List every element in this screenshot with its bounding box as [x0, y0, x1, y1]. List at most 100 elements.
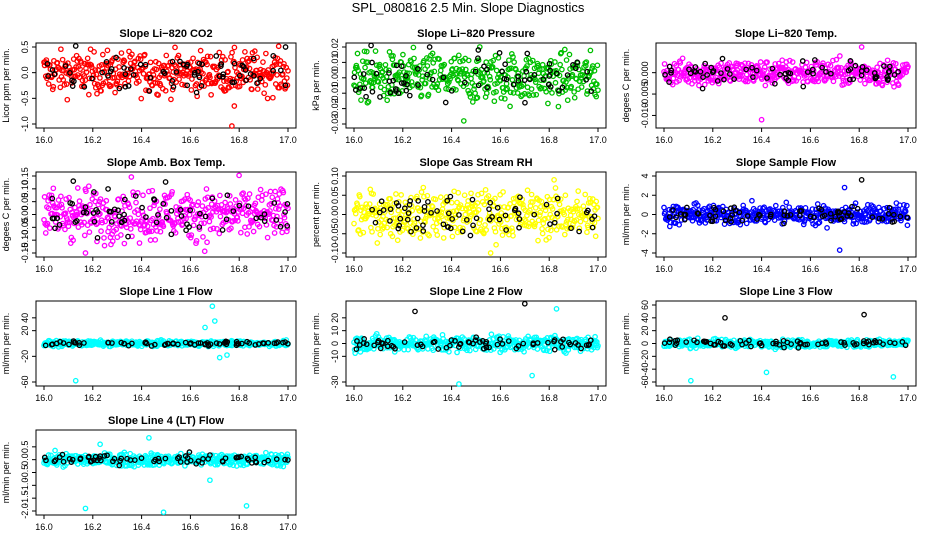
data-point	[451, 55, 458, 62]
data-point	[125, 78, 132, 84]
data-point	[99, 51, 106, 58]
data-point-black	[403, 87, 410, 94]
data-point	[575, 188, 582, 194]
data-point	[837, 53, 843, 59]
data-point	[143, 87, 149, 94]
x-tick-label: 16.0	[35, 264, 53, 274]
data-point	[76, 198, 83, 204]
data-point-black	[236, 72, 243, 79]
data-point	[99, 219, 106, 226]
data-point-black	[393, 88, 399, 94]
data-point	[745, 60, 752, 67]
data-point-black	[377, 94, 383, 100]
x-tick-label: 16.2	[84, 393, 102, 403]
scatter-points	[41, 303, 291, 384]
data-point-black	[386, 70, 392, 76]
data-point-black	[71, 78, 77, 85]
y-tick-label: -20	[640, 350, 650, 363]
outlier-point	[209, 303, 216, 310]
x-tick-label: 16.2	[84, 522, 102, 532]
data-point	[434, 81, 441, 87]
data-point	[87, 46, 94, 53]
data-point	[500, 189, 506, 195]
data-point-black	[403, 73, 409, 79]
data-point	[365, 98, 372, 105]
data-point-black	[819, 64, 826, 71]
data-point	[824, 225, 830, 231]
data-point	[176, 76, 182, 83]
outlier-point	[858, 177, 865, 183]
y-tick-label: 4	[640, 173, 650, 178]
data-point	[661, 61, 668, 67]
data-point	[62, 210, 69, 217]
data-point	[254, 86, 261, 92]
data-point-black	[448, 87, 455, 94]
data-point	[559, 66, 565, 73]
data-point	[874, 64, 880, 71]
data-point	[351, 220, 357, 227]
data-point	[193, 240, 199, 247]
data-point-black	[714, 78, 721, 84]
y-tick-label: -2	[640, 230, 650, 238]
data-point	[768, 77, 775, 84]
data-point	[271, 230, 278, 236]
data-point-black	[481, 63, 487, 70]
data-point	[383, 66, 389, 73]
data-point-black	[496, 50, 503, 56]
data-point	[94, 90, 100, 97]
data-point	[467, 94, 474, 100]
data-point-black	[193, 89, 200, 96]
x-tick-label: 16.6	[492, 264, 510, 274]
data-point	[493, 241, 499, 248]
data-point	[566, 51, 573, 58]
data-point	[141, 51, 148, 58]
data-point	[587, 47, 594, 54]
data-point	[467, 90, 473, 97]
data-point	[66, 194, 72, 201]
data-point	[455, 77, 462, 84]
data-point-black	[414, 66, 421, 72]
data-point	[436, 56, 442, 62]
panel-title: Slope Line 4 (LT) Flow	[108, 415, 224, 427]
outlier-point	[858, 44, 865, 50]
data-point	[121, 240, 128, 247]
x-tick-label: 17.0	[279, 135, 297, 145]
data-point-black	[828, 70, 834, 77]
y-tick-label: 0	[640, 341, 650, 346]
data-point	[429, 50, 436, 57]
data-point	[545, 100, 551, 107]
data-point	[827, 62, 834, 69]
outlier-point	[202, 324, 208, 331]
data-point	[749, 197, 755, 204]
data-point	[91, 48, 97, 55]
data-point	[175, 52, 182, 59]
data-point	[136, 78, 142, 85]
data-point	[172, 63, 179, 70]
data-point	[557, 61, 563, 68]
x-tick-label: 16.4	[133, 522, 151, 532]
x-tick-label: 16.6	[182, 522, 200, 532]
scatter-points	[41, 434, 291, 516]
data-point	[568, 83, 575, 90]
outlier-point	[687, 377, 694, 384]
data-point	[762, 82, 769, 89]
data-point	[46, 225, 53, 231]
data-point	[846, 79, 853, 86]
data-point	[44, 220, 51, 227]
data-point	[595, 87, 601, 94]
data-point-black	[823, 68, 829, 75]
data-point-black	[570, 62, 576, 68]
data-point	[126, 48, 132, 55]
y-tick-label: 60	[640, 300, 650, 310]
data-point-black	[113, 54, 119, 61]
data-point	[104, 47, 111, 54]
data-point	[137, 56, 144, 63]
data-point	[822, 65, 829, 72]
x-tick-label: 16.2	[84, 135, 102, 145]
outlier-point	[216, 354, 223, 361]
data-point	[242, 49, 248, 55]
data-point	[498, 95, 505, 101]
data-point-black	[282, 82, 289, 89]
data-point	[411, 55, 417, 62]
